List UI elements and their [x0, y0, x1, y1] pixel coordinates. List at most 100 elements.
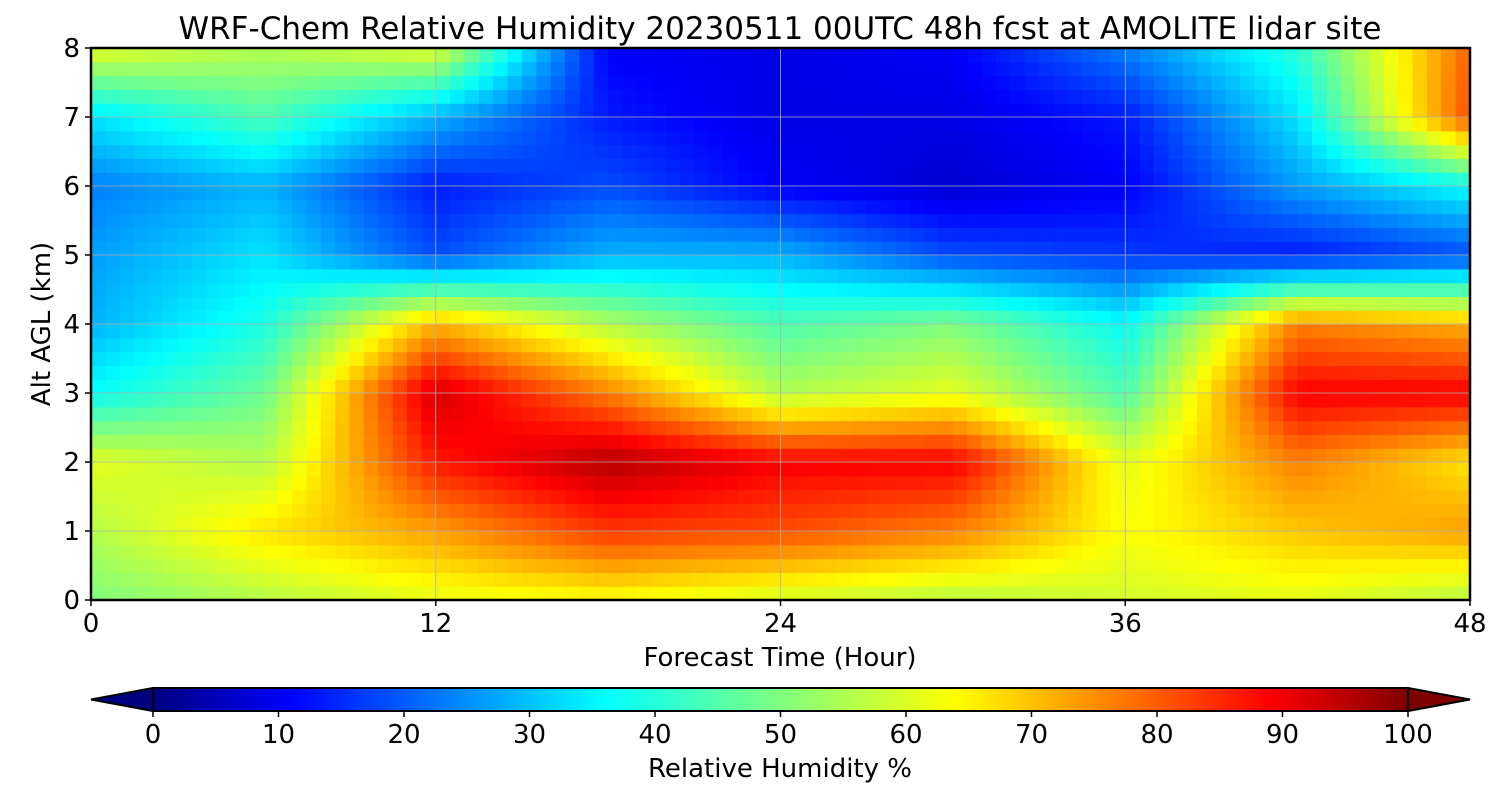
heatmap-cell — [1168, 393, 1184, 408]
heatmap-cell — [1340, 103, 1356, 118]
heatmap-cell — [1240, 268, 1256, 284]
heatmap-cell — [579, 130, 595, 146]
heatmap-cell — [191, 282, 207, 297]
heatmap-cell — [162, 227, 178, 242]
heatmap-cell — [478, 337, 494, 353]
heatmap-cell — [148, 103, 164, 118]
heatmap-cell — [924, 241, 940, 256]
heatmap-cell — [1254, 213, 1270, 228]
heatmap-cell — [651, 517, 667, 532]
heatmap-cell — [1240, 475, 1256, 491]
heatmap-cell — [1283, 61, 1299, 77]
heatmap-cell — [852, 144, 868, 159]
heatmap-cell — [751, 406, 767, 422]
heatmap-cell — [766, 103, 782, 118]
heatmap-cell — [852, 296, 868, 311]
heatmap-cell — [995, 255, 1011, 270]
heatmap-cell — [737, 434, 753, 449]
heatmap-cell — [694, 227, 710, 242]
heatmap-cell — [134, 75, 150, 90]
heatmap-cell — [1455, 462, 1470, 477]
heatmap-cell — [292, 48, 308, 63]
heatmap-cell — [651, 434, 667, 449]
heatmap-cell — [378, 199, 394, 215]
heatmap-cell — [1268, 365, 1284, 380]
heatmap-cell — [407, 379, 422, 394]
heatmap-cell — [363, 475, 379, 491]
heatmap-cell — [1412, 282, 1428, 297]
heatmap-cell — [1412, 255, 1428, 270]
heatmap-cell — [809, 89, 825, 104]
heatmap-cell — [363, 489, 379, 504]
heatmap-cell — [766, 48, 782, 63]
heatmap-cell — [967, 379, 983, 394]
heatmap-cell — [967, 255, 983, 270]
heatmap-cell — [1426, 406, 1442, 422]
heatmap-cell — [1240, 103, 1256, 118]
heatmap-cell — [1153, 531, 1169, 546]
heatmap-cell — [1082, 48, 1098, 63]
heatmap-cell — [220, 48, 236, 63]
heatmap-cell — [536, 172, 552, 187]
heatmap-cell — [1139, 420, 1155, 435]
heatmap-cell — [751, 144, 767, 159]
heatmap-cell — [177, 365, 193, 380]
heatmap-cell — [737, 310, 753, 325]
heatmap-cell — [234, 268, 250, 284]
heatmap-cell — [565, 337, 580, 353]
heatmap-cell — [679, 475, 695, 491]
heatmap-cell — [679, 558, 695, 573]
heatmap-cell — [1268, 61, 1284, 77]
heatmap-cell — [1197, 296, 1213, 311]
heatmap-cell — [478, 517, 494, 532]
heatmap-cell — [1039, 213, 1055, 228]
heatmap-cell — [852, 503, 868, 518]
heatmap-cell — [234, 544, 250, 560]
heatmap-cell — [823, 393, 839, 408]
heatmap-cell — [866, 117, 882, 132]
heatmap-cell — [1139, 241, 1155, 256]
heatmap-cell — [91, 420, 106, 435]
heatmap-cell — [493, 324, 509, 339]
heatmap-cell — [694, 144, 710, 159]
heatmap-cell — [766, 213, 782, 228]
heatmap-cell — [938, 89, 954, 104]
heatmap-cell — [809, 393, 825, 408]
heatmap-cell — [1254, 130, 1270, 146]
heatmap-cell — [1125, 282, 1141, 297]
heatmap-cell — [1297, 282, 1313, 297]
heatmap-cell — [105, 103, 121, 118]
heatmap-cell — [1441, 158, 1457, 173]
heatmap-cell — [1096, 255, 1112, 270]
heatmap-cell — [263, 517, 279, 532]
heatmap-cell — [679, 103, 695, 118]
heatmap-cell — [723, 379, 739, 394]
heatmap-cell — [1010, 406, 1026, 422]
heatmap-cell — [995, 475, 1011, 491]
heatmap-cell — [521, 89, 537, 104]
heatmap-cell — [421, 351, 437, 366]
heatmap-cell — [205, 117, 221, 132]
heatmap-cell — [1369, 199, 1385, 215]
heatmap-cell — [450, 365, 466, 380]
heatmap-cell — [909, 365, 925, 380]
heatmap-cell — [995, 503, 1011, 518]
heatmap-cell — [636, 544, 652, 560]
heatmap-cell — [1398, 103, 1414, 118]
heatmap-cell — [205, 324, 221, 339]
heatmap-cell — [91, 462, 106, 477]
heatmap-cell — [837, 227, 853, 242]
heatmap-cell — [837, 586, 853, 600]
heatmap-cell — [1283, 365, 1299, 380]
heatmap-cell — [636, 462, 652, 477]
heatmap-cell — [1369, 130, 1385, 146]
heatmap-cell — [105, 144, 121, 159]
heatmap-cell — [1110, 475, 1126, 491]
heatmap-cell — [1067, 558, 1083, 573]
heatmap-cell — [866, 406, 882, 422]
heatmap-cell — [924, 158, 940, 173]
heatmap-cell — [464, 517, 480, 532]
heatmap-cell — [723, 324, 739, 339]
heatmap-cell — [162, 503, 178, 518]
heatmap-cell — [1153, 172, 1169, 187]
